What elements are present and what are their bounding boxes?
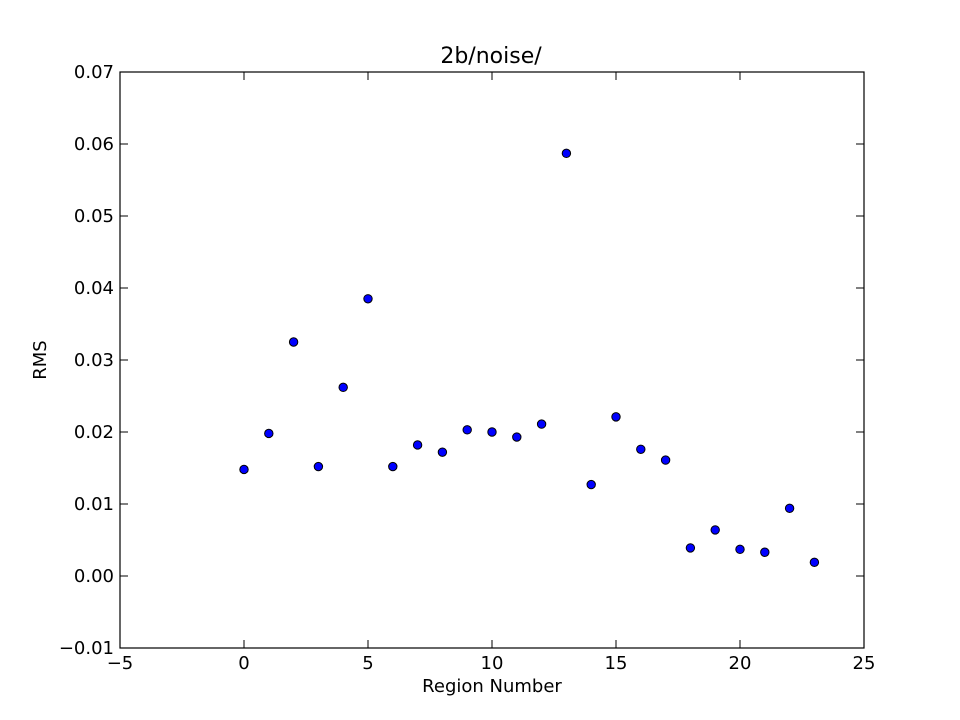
- data-point: [685, 543, 696, 553]
- data-point: [388, 461, 398, 472]
- x-tick-label: 0: [238, 653, 249, 674]
- y-tick-label: 0.06: [74, 134, 114, 155]
- y-tick-label: 0.07: [74, 62, 114, 83]
- data-point: [784, 503, 795, 514]
- x-tick-label: 5: [362, 653, 373, 674]
- data-point: [264, 428, 274, 439]
- data-point: [239, 464, 249, 475]
- data-point: [462, 425, 472, 435]
- data-point: [809, 557, 820, 568]
- y-tick-label: 0.02: [74, 422, 114, 443]
- data-point: [710, 525, 720, 535]
- data-point: [288, 337, 299, 347]
- data-point: [512, 432, 522, 442]
- data-point: [363, 294, 373, 304]
- chart-title: 2b/noise/: [440, 44, 542, 69]
- data-point: [412, 440, 423, 450]
- data-point: [735, 544, 745, 555]
- y-tick-label: −0.01: [59, 638, 114, 659]
- y-tick-label: 0.04: [74, 278, 114, 299]
- y-tick-label: 0.00: [74, 566, 114, 587]
- x-tick-label: 10: [481, 653, 504, 674]
- data-point: [536, 419, 547, 429]
- plot-area: [119, 71, 865, 649]
- x-tick-label: 25: [853, 653, 876, 674]
- data-point: [611, 412, 621, 422]
- data-point: [660, 455, 671, 465]
- x-axis-label: Region Number: [422, 676, 562, 697]
- points-layer: [239, 148, 820, 568]
- data-point: [338, 382, 348, 393]
- data-point: [636, 444, 646, 454]
- x-tick-label: 15: [605, 653, 628, 674]
- x-tick-label: −5: [107, 653, 134, 674]
- data-point: [313, 461, 324, 472]
- y-tick-label: 0.05: [74, 206, 114, 227]
- y-axis-label: RMS: [30, 340, 51, 379]
- data-point: [487, 427, 497, 437]
- data-point: [760, 547, 770, 557]
- data-point: [561, 148, 572, 159]
- y-tick-label: 0.03: [74, 350, 114, 371]
- y-tick-label: 0.01: [74, 494, 114, 515]
- x-tick-label: 20: [729, 653, 752, 674]
- ticks-layer: −5 0 5 10 15 20 25 −0.01 0.00 0.01 0.02 0.03 0.04 0.0…: [59, 62, 876, 674]
- data-point: [437, 447, 448, 457]
- data-point: [586, 479, 596, 490]
